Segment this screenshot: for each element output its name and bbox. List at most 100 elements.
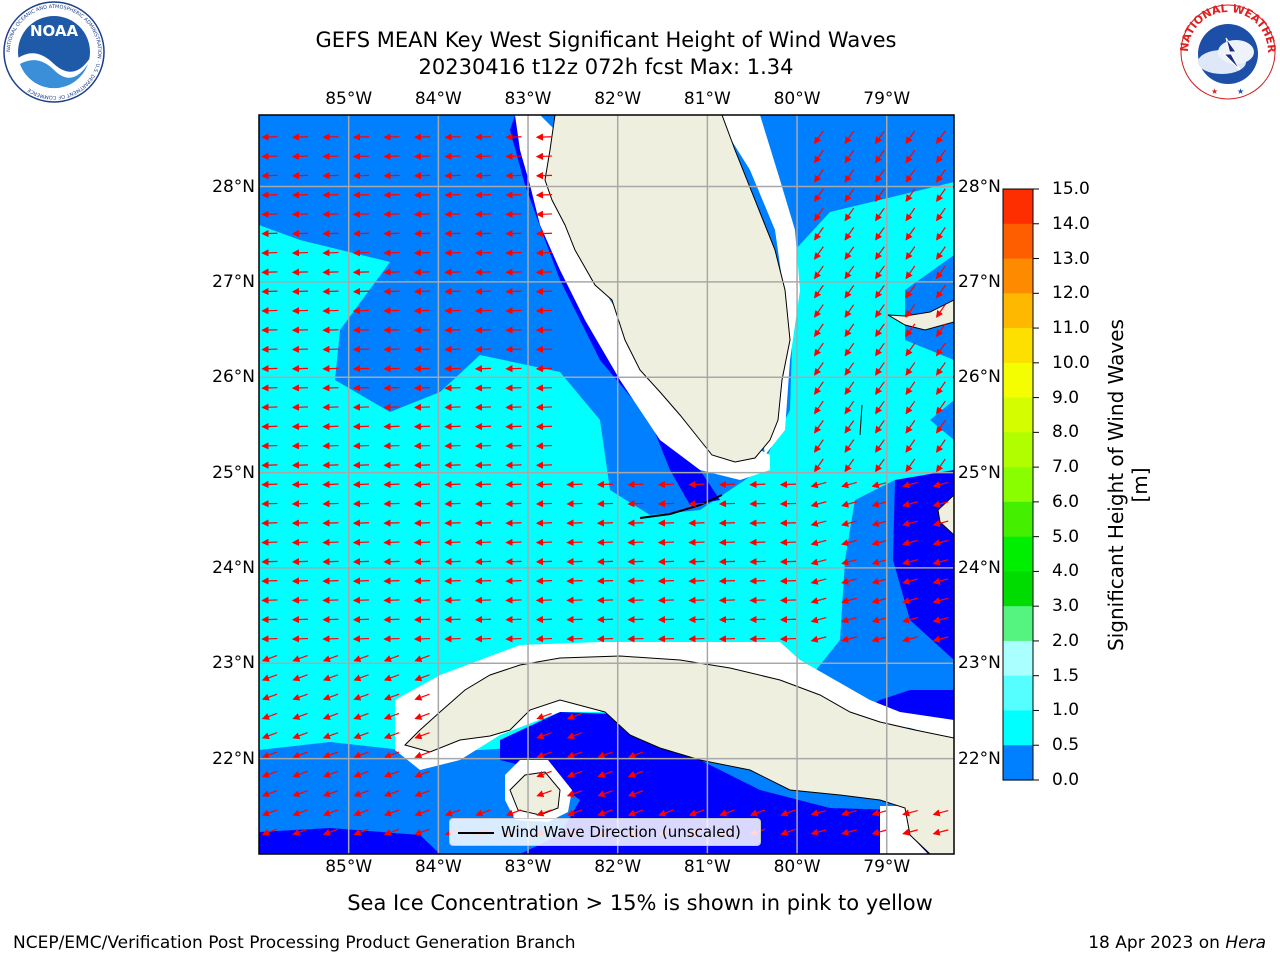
lon-tick-bottom: 83°W [504, 857, 552, 877]
wind-wave-arrow [474, 480, 492, 489]
wind-wave-arrow [718, 596, 736, 604]
colorbar-segment [1003, 675, 1033, 712]
lat-tick-right: 27°N [958, 271, 1001, 292]
wind-wave-arrow [535, 596, 553, 604]
wind-wave-arrow [291, 326, 309, 334]
wind-wave-arrow [414, 770, 430, 778]
wind-wave-arrow [261, 538, 278, 546]
wind-wave-arrow [505, 287, 522, 296]
wind-wave-arrow [814, 342, 824, 357]
wind-wave-arrow [932, 635, 949, 643]
wind-wave-arrow [932, 500, 949, 508]
wind-wave-arrow [596, 519, 614, 527]
wind-wave-arrow [383, 152, 400, 160]
wind-wave-arrow [596, 596, 614, 604]
wind-wave-arrow [413, 461, 431, 469]
lon-tick-top: 82°W [594, 89, 642, 109]
wind-wave-arrow [936, 342, 946, 357]
lon-tick-top: 83°W [504, 89, 552, 109]
wind-wave-arrow [413, 403, 431, 411]
wind-wave-arrow [936, 400, 946, 415]
wind-wave-arrow [474, 635, 492, 643]
colorbar-level-label: 12.0 [1052, 283, 1090, 304]
wind-wave-arrow [322, 615, 339, 624]
wind-wave-arrow [474, 422, 492, 431]
wind-wave-arrow [444, 191, 461, 199]
wind-wave-arrow [261, 229, 278, 238]
lat-tick-right: 28°N [958, 176, 1001, 197]
wind-wave-arrow [932, 558, 949, 566]
wind-wave-arrow [353, 732, 369, 740]
wind-wave-arrow [814, 149, 824, 164]
wind-wave-arrow [474, 191, 492, 199]
wind-wave-arrow [322, 365, 339, 373]
wind-wave-arrow [322, 191, 339, 199]
wind-wave-arrow [535, 442, 553, 450]
wind-wave-arrow [905, 265, 916, 280]
wind-wave-arrow [383, 809, 400, 817]
wind-wave-arrow [413, 422, 431, 431]
wind-wave-arrow [936, 304, 946, 318]
wind-wave-arrow [932, 616, 949, 624]
wind-wave-arrow [627, 790, 644, 798]
lon-tick-bottom: 80°W [773, 857, 821, 877]
wave-band-1.0-1.5 [259, 182, 954, 752]
wind-wave-arrow [444, 384, 461, 392]
wind-wave-arrow [535, 635, 553, 643]
wind-wave-arrow [902, 539, 918, 547]
lat-tick-right: 22°N [958, 748, 1001, 769]
wind-wave-arrow [719, 809, 735, 817]
colorbar-segment [1003, 189, 1033, 225]
wind-wave-arrow [905, 284, 916, 299]
wind-wave-arrow [413, 384, 431, 392]
wind-wave-arrow [627, 635, 644, 643]
wind-wave-arrow [688, 519, 705, 527]
wind-wave-arrow [749, 519, 766, 527]
wind-wave-arrow [413, 307, 431, 315]
wind-wave-arrow [718, 635, 736, 643]
wind-wave-arrow [871, 519, 888, 527]
wind-wave-arrow [814, 265, 824, 280]
wind-wave-arrow [814, 400, 824, 415]
wind-wave-arrow [474, 287, 492, 296]
wind-wave-arrow [566, 596, 583, 604]
wind-wave-arrow [749, 538, 766, 546]
wind-wave-arrow [383, 790, 400, 798]
wind-wave-arrow [413, 596, 431, 604]
wind-wave-arrow [444, 133, 461, 141]
wind-wave-arrow [261, 577, 278, 585]
wind-wave-arrow [474, 268, 492, 276]
wind-wave-arrow [505, 133, 522, 141]
wind-wave-arrow [810, 539, 827, 547]
wind-wave-arrow [749, 615, 766, 624]
wind-wave-arrow [352, 615, 370, 624]
wind-wave-arrow [844, 149, 855, 164]
colorbar-segment [1003, 536, 1033, 573]
wind-wave-arrow [261, 596, 278, 604]
wind-wave-arrow [905, 400, 916, 415]
chart-subtitle: 20230416 t12z 072h fcst Max: 1.34 [418, 55, 794, 79]
wind-wave-arrow [505, 538, 522, 546]
wind-wave-arrow [688, 596, 705, 604]
wind-wave-arrow [353, 828, 369, 836]
wind-wave-arrow [779, 577, 797, 585]
wind-wave-arrow [474, 210, 492, 218]
wind-wave-arrow [505, 519, 522, 527]
lat-tick-left: 24°N [212, 557, 255, 578]
wind-wave-arrow [936, 246, 946, 260]
colorbar-level-label: 9.0 [1052, 387, 1080, 408]
noaa-wordmark: NOAA [30, 22, 79, 40]
wind-wave-arrow [875, 342, 885, 357]
colorbar-level-label: 0.5 [1052, 735, 1080, 756]
wind-wave-arrow [474, 596, 492, 604]
wind-wave-arrow [657, 538, 675, 546]
wind-wave-arrow [505, 365, 522, 373]
wind-wave-arrow [322, 751, 339, 759]
colorbar-segment [1003, 432, 1033, 468]
wind-wave-arrow [261, 461, 278, 469]
wind-wave-arrow [841, 481, 857, 489]
wind-wave-arrow [597, 770, 613, 778]
wind-wave-arrow [627, 480, 644, 489]
wind-wave-arrow [353, 654, 369, 662]
